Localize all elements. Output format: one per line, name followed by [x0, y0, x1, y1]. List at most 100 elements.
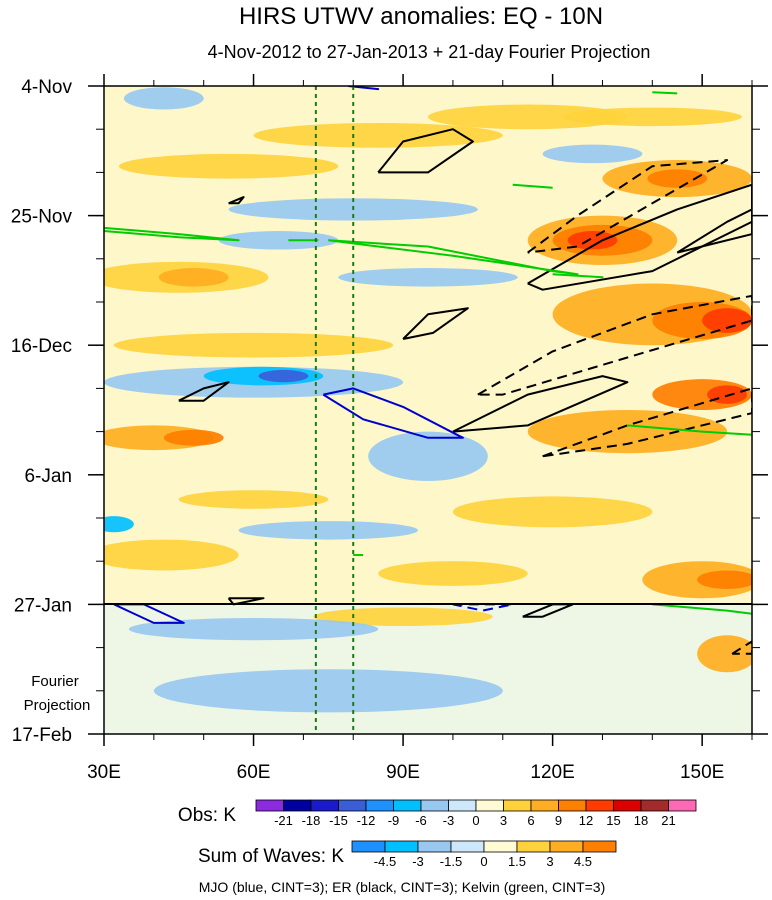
anomaly-patch-5 — [118, 153, 339, 179]
anomaly-patch-37 — [104, 516, 134, 533]
waves-colorbar-level-label: 1.5 — [508, 854, 526, 869]
obs-colorbar-swatch — [640, 799, 669, 812]
obs-colorbar-level-label: -12 — [357, 813, 376, 828]
er-contour-2 — [527, 183, 752, 291]
obs-colorbar-swatch — [475, 799, 504, 812]
anomaly-patch-29 — [542, 144, 643, 164]
kelvin-contour-24 — [652, 603, 752, 615]
obs-colorbar-swatch — [283, 799, 312, 812]
chart-title: HIRS UTWV anomalies: EQ - 10N — [239, 3, 603, 30]
obs-colorbar-level-label: -21 — [274, 813, 293, 828]
kelvin-contour-23 — [627, 424, 752, 436]
anomaly-patch-26 — [313, 607, 493, 626]
obs-colorbar-swatch — [668, 799, 697, 812]
anomaly-patch-10 — [158, 268, 229, 287]
obs-colorbar-level-label: 0 — [472, 813, 479, 828]
reference-lines — [314, 86, 355, 734]
obs-colorbar-level-label: 9 — [555, 813, 562, 828]
anomaly-patch-35 — [258, 369, 309, 383]
x-axis: 30E 60E 90E 120E 150E — [87, 74, 753, 783]
waves-colorbar-swatch — [384, 840, 419, 853]
projection-label-line2: Projection — [24, 697, 91, 714]
obs-colorbar-swatch — [503, 799, 532, 812]
anomaly-patch-20 — [452, 496, 653, 528]
waves-colorbar-level-label: -3 — [412, 854, 424, 869]
er-contour-4 — [402, 307, 469, 340]
obs-colorbar-swatch — [448, 799, 477, 812]
obs-colorbar-label: Obs: K — [178, 805, 236, 826]
anomaly-patch-2 — [253, 123, 503, 148]
obs-colorbar-swatch — [530, 799, 559, 812]
wave-legend-footer: MJO (blue, CINT=3); ER (black, CINT=3); … — [199, 879, 606, 895]
kelvin-contour-20 — [552, 273, 604, 279]
anomaly-patch-0 — [428, 104, 628, 130]
mjo-contour-16 — [348, 86, 380, 91]
er-contour-3 — [676, 208, 752, 254]
x-tick-label: 60E — [237, 762, 271, 783]
waves-colorbar-level-label: -4.5 — [374, 854, 396, 869]
y-tick-label: 16-Dec — [11, 336, 72, 357]
wave-contours — [104, 86, 752, 655]
y-axis: 4-Nov 25-Nov 16-Dec 6-Jan 27-Jan 17-Feb — [11, 77, 768, 746]
waves-colorbar-swatch — [582, 840, 617, 853]
x-tick-label: 120E — [530, 762, 574, 783]
obs-colorbar-level-label: -18 — [302, 813, 321, 828]
obs-colorbar-swatch — [338, 799, 367, 812]
anomaly-patch-17 — [707, 385, 748, 404]
obs-colorbar-level-label: 18 — [634, 813, 648, 828]
kelvin-contour-22 — [652, 91, 678, 95]
obs-colorbar-swatch — [393, 799, 422, 812]
obs-colorbar-swatch — [420, 799, 449, 812]
y-tick-label: 6-Jan — [24, 466, 72, 487]
obs-colorbar-level-label: 3 — [500, 813, 507, 828]
x-tick-label: 150E — [680, 762, 724, 783]
anomaly-patch-38 — [238, 521, 419, 540]
x-tick-label: 30E — [87, 762, 121, 783]
obs-colorbar-swatch — [365, 799, 394, 812]
obs-colorbar-level-label: -9 — [388, 813, 400, 828]
obs-colorbar-level-label: 15 — [606, 813, 620, 828]
waves-colorbar-swatch — [549, 840, 584, 853]
y-tick-label: 27-Jan — [14, 595, 72, 616]
er-contour-7 — [542, 387, 752, 458]
waves-colorbar-level-label: 4.5 — [574, 854, 592, 869]
waves-colorbar-level-label: -1.5 — [440, 854, 462, 869]
anomaly-patch-32 — [338, 268, 518, 287]
waves-colorbar-swatch — [417, 840, 452, 853]
kelvin-contour-19 — [328, 239, 579, 276]
obs-colorbar-level-label: -6 — [415, 813, 427, 828]
y-tick-label: 4-Nov — [21, 77, 72, 98]
anomaly-patch-31 — [218, 231, 339, 250]
er-contour-5 — [477, 294, 752, 396]
anomaly-patch-27 — [697, 635, 752, 673]
er-contour-10 — [227, 597, 265, 606]
waves-colorbar-swatch — [483, 840, 518, 853]
y-tick-label: 17-Feb — [12, 725, 72, 746]
waves-colorbar-label: Sum of Waves: K — [198, 846, 344, 867]
obs-colorbar: -21 -18 -15 -12 -9 -6 -3 0 3 6 9 12 15 18 21 — [255, 799, 697, 828]
waves-colorbar-level-label: 0 — [480, 854, 487, 869]
plot-frame — [103, 85, 753, 735]
anomaly-patch-22 — [104, 539, 239, 571]
anomaly-patch-1 — [562, 107, 743, 127]
kelvin-contour-21 — [512, 183, 553, 189]
anomaly-patch-14 — [113, 332, 394, 358]
obs-colorbar-swatch — [310, 799, 339, 812]
chart-subtitle: 4-Nov-2012 to 27-Jan-2013 + 21-day Fouri… — [208, 42, 651, 62]
obs-colorbar-swatch — [255, 799, 284, 812]
er-contour-9 — [228, 196, 245, 205]
x-tick-label: 90E — [386, 762, 420, 783]
er-contour-6 — [452, 375, 629, 433]
anomaly-patch-13 — [702, 308, 752, 333]
obs-colorbar-swatch — [558, 799, 587, 812]
anomaly-patch-40 — [153, 669, 503, 713]
mjo-contour-13 — [322, 387, 464, 439]
anomaly-patch-39 — [128, 617, 379, 641]
waves-colorbar-swatch — [351, 840, 386, 853]
anomaly-patch-15 — [527, 410, 728, 454]
anomaly-patch-23 — [378, 561, 528, 586]
y-tick-label: 25-Nov — [11, 207, 73, 228]
obs-colorbar-swatch — [613, 799, 642, 812]
anomaly-patch-28 — [123, 87, 204, 110]
